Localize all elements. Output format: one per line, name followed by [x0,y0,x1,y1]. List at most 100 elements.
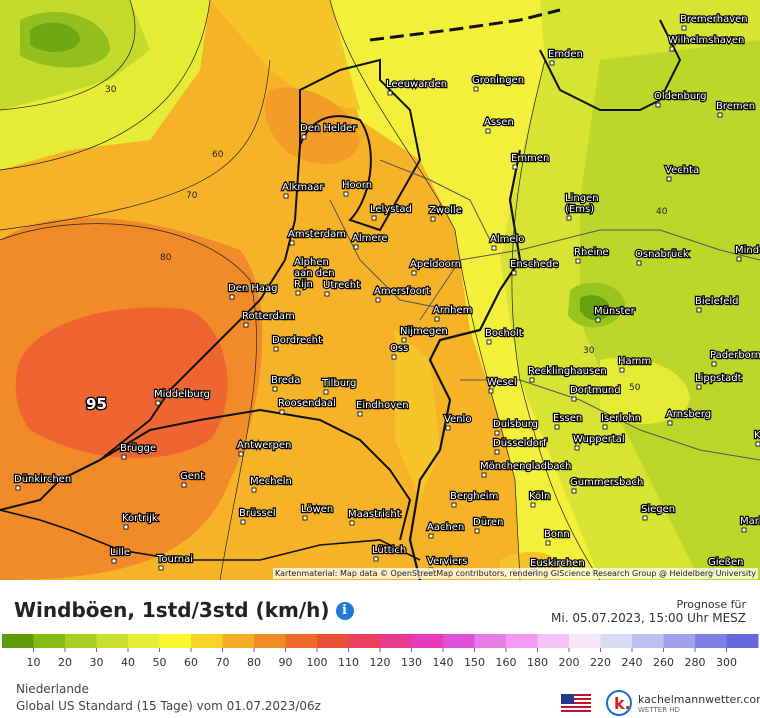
city-roosendaal[interactable]: Roosendaal [277,397,337,415]
city-tournai[interactable]: Tournai [155,553,194,571]
city-emmen[interactable]: Emmen [510,152,550,170]
city-marker-icon [494,430,500,436]
city-alkmaar[interactable]: Alkmaar [281,181,326,199]
city-bonn[interactable]: Bonn [543,528,571,546]
city-tilburg[interactable]: Tilburg [320,377,358,395]
city-almelo[interactable]: Almelo [489,233,526,251]
city-löwen[interactable]: Löwen [300,503,334,521]
city-marker-icon [240,519,246,525]
city-label: Emmen [511,153,549,164]
isoline-label: 30 [583,346,595,356]
city-label: Düsseldorf [493,438,547,449]
city-münster[interactable]: Münster [593,305,637,323]
city-bocholt[interactable]: Bocholt [484,327,524,345]
info-icon[interactable]: i [335,602,354,620]
city-mönchengladbach[interactable]: Mönchengladbach [479,460,573,478]
city-leeuwarden[interactable]: Leeuwarden [385,78,448,96]
city-enschede[interactable]: Enschede [509,258,560,276]
city-lingen-ems-[interactable]: Lingen(Ems) [564,192,600,221]
city-lippstadt[interactable]: Lippstadt [694,372,743,390]
city-vechta[interactable]: Vechta [664,164,700,182]
city-venlo[interactable]: Venlo [443,413,473,431]
city-gummersbach[interactable]: Gummersbach [569,476,645,494]
city-wuppertal[interactable]: Wuppertal [572,433,626,451]
city-marker-icon [481,472,487,478]
city-nijmegen[interactable]: Nijmegen [399,325,449,343]
city-antwerpen[interactable]: Antwerpen [236,439,293,457]
city-hamm[interactable]: Hamm [617,355,652,373]
city-marker-icon [566,215,572,221]
city-wesel[interactable]: Wesel [486,376,518,394]
city-mecheln[interactable]: Mecheln [249,475,293,493]
city-apeldoorn[interactable]: Apeldoorn [409,258,462,276]
city-marker-icon [636,260,642,266]
city-köln[interactable]: Köln [528,490,551,508]
city-marburg[interactable]: Marburg [739,515,760,533]
city-bremen[interactable]: Bremen [715,100,756,118]
city-duisburg[interactable]: Duisburg [492,418,539,436]
city-marker-icon [289,240,295,246]
city-bielefeld[interactable]: Bielefeld [694,295,740,313]
city-marker-icon [401,337,407,343]
city-iserlohn[interactable]: Iserlohn [600,412,642,430]
city-emden[interactable]: Emden [547,48,584,66]
city-rotterdam[interactable]: Rotterdam [241,310,296,328]
city-arnsberg[interactable]: Arnsberg [665,408,712,426]
city-aachen[interactable]: Aachen [426,521,465,539]
city-middelburg[interactable]: Middelburg [153,388,211,406]
city-oss[interactable]: Oss [389,342,409,360]
city-düren[interactable]: Düren [472,516,505,534]
city-wilhelmshaven[interactable]: Wilhelmshaven [667,34,746,52]
city-dortmund[interactable]: Dortmund [569,384,622,402]
city-siegen[interactable]: Siegen [640,503,676,521]
city-korbach[interactable]: Korbach [753,429,760,447]
city-arnhem[interactable]: Arnhem [432,304,474,322]
city-bergheim[interactable]: Bergheim [449,490,500,508]
city-den-helder[interactable]: Den Helder [299,122,359,140]
city-brüssel[interactable]: Brüssel [238,507,277,525]
city-minden[interactable]: Minden [734,244,760,262]
city-marker-icon [434,316,440,322]
isoline-label: 40 [656,207,668,217]
city-bremerhaven[interactable]: Bremerhaven [679,13,749,31]
city-rheine[interactable]: Rheine [573,246,610,264]
city-assen[interactable]: Assen [483,116,515,134]
city-lüttich[interactable]: Lüttich [371,544,407,562]
city-marker-icon [349,520,355,526]
city-zwolle[interactable]: Zwolle [428,204,463,222]
city-almere[interactable]: Almere [351,232,389,250]
city-gent[interactable]: Gent [179,470,205,488]
city-düsseldorf[interactable]: Düsseldorf [492,437,548,455]
city-marker-icon [530,502,536,508]
city-oldenburg[interactable]: Oldenburg [653,90,708,108]
city-groningen[interactable]: Groningen [471,74,525,92]
city-marker-icon [667,420,673,426]
city-amsterdam[interactable]: Amsterdam [287,228,347,246]
city-den-haag[interactable]: Den Haag [227,282,279,300]
city-marker-icon [545,540,551,546]
city-amersfoort[interactable]: Amersfoort [373,285,431,303]
city-brügge[interactable]: Brügge [119,442,157,460]
wind-gust-map[interactable]: 30 60 70 80 30 40 50 Bremerhaven Wilhelmshaven E… [0,0,760,580]
city-kortrijk[interactable]: Kortrijk [121,512,159,530]
city-paderborn[interactable]: Paderborn [709,349,760,367]
city-lille[interactable]: Lille [109,546,131,564]
city-label: Dordrecht [272,335,322,346]
city-recklinghausen[interactable]: Recklinghausen [527,365,608,383]
city-label: Rheine [574,247,609,258]
city-utrecht[interactable]: Utrecht [322,279,361,297]
city-marker-icon [301,134,307,140]
city-breda[interactable]: Breda [270,374,302,392]
legend-swatch [285,634,318,648]
city-maastricht[interactable]: Maastricht [347,508,402,526]
city-marker-icon [155,400,161,406]
city-essen[interactable]: Essen [552,412,583,430]
city-eindhoven[interactable]: Eindhoven [355,399,410,417]
city-hoorn[interactable]: Hoorn [341,179,373,197]
us-flag-icon[interactable] [561,694,591,714]
city-lelystad[interactable]: Lelystad [369,203,413,221]
city-dünkirchen[interactable]: Dünkirchen [13,473,72,491]
city-osnabrück[interactable]: Osnabrück [634,248,690,266]
city-dordrecht[interactable]: Dordrecht [271,334,323,352]
